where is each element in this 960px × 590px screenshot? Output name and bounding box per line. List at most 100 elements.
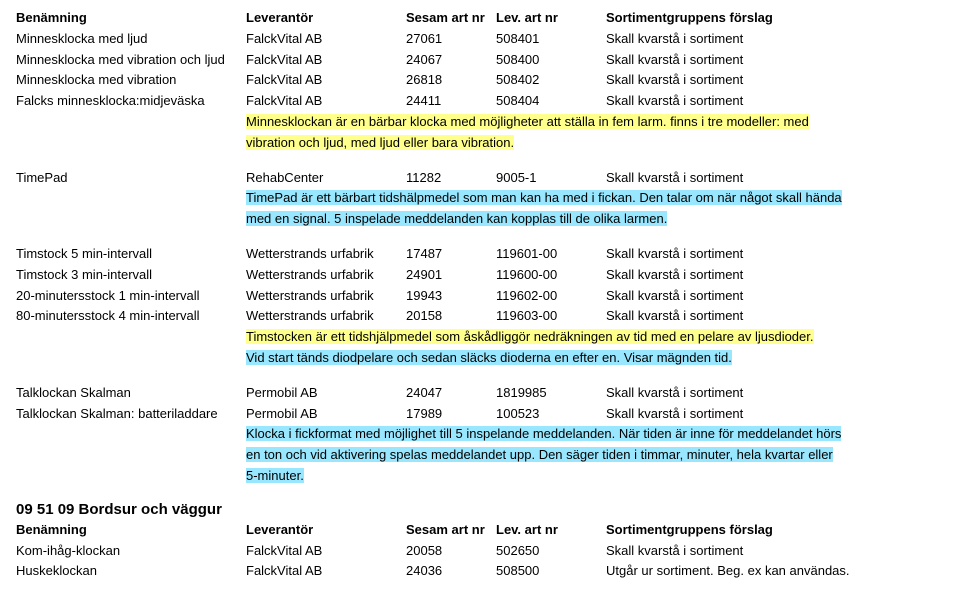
cell-supplier: FalckVital AB	[246, 29, 406, 50]
cell-name: 80-minutersstock 4 min-intervall	[16, 306, 246, 327]
cell-lev: 502650	[496, 541, 606, 562]
cell-lev: 119603-00	[496, 306, 606, 327]
cell-sesam: 24047	[406, 383, 496, 404]
cell-lev: 100523	[496, 404, 606, 425]
desc-line: en ton och vid aktivering spelas meddela…	[246, 447, 833, 462]
header-sesam: Sesam art nr	[406, 520, 496, 541]
cell-suggestion: Utgår ur sortiment. Beg. ex kan användas…	[606, 561, 944, 582]
header-förslag: Sortimentgruppens förslag	[606, 520, 944, 541]
cell-lev: 508404	[496, 91, 606, 112]
cell-sesam: 20158	[406, 306, 496, 327]
cell-suggestion: Skall kvarstå i sortiment	[606, 91, 944, 112]
cell-name: Timstock 3 min-intervall	[16, 265, 246, 286]
cell-lev: 1819985	[496, 383, 606, 404]
cell-suggestion: Skall kvarstå i sortiment	[606, 306, 944, 327]
cell-sesam: 24036	[406, 561, 496, 582]
cell-sesam: 24067	[406, 50, 496, 71]
cell-sesam: 20058	[406, 541, 496, 562]
cell-supplier: FalckVital AB	[246, 50, 406, 71]
cell-suggestion: Skall kvarstå i sortiment	[606, 50, 944, 71]
cell-lev: 119602-00	[496, 286, 606, 307]
cell-suggestion: Skall kvarstå i sortiment	[606, 404, 944, 425]
cell-sesam: 27061	[406, 29, 496, 50]
table-row: Minnesklocka med vibration FalckVital AB…	[16, 70, 944, 91]
table-row: Minnesklocka med vibration och ljud Falc…	[16, 50, 944, 71]
header-lev-art: Lev. art nr	[496, 520, 606, 541]
cell-suggestion: Skall kvarstå i sortiment	[606, 286, 944, 307]
desc-line: vibration och ljud, med ljud eller bara …	[246, 135, 514, 150]
desc-line: Klocka i fickformat med möjlighet till 5…	[246, 426, 841, 441]
desc-line: med en signal. 5 inspelade meddelanden k…	[246, 211, 667, 226]
cell-supplier: FalckVital AB	[246, 541, 406, 562]
cell-supplier: Permobil AB	[246, 383, 406, 404]
desc-line: Timstocken är ett tidshjälpmedel som åsk…	[246, 329, 814, 344]
cell-name: Huskeklockan	[16, 561, 246, 582]
cell-supplier: Wetterstrands urfabrik	[246, 306, 406, 327]
table-row: 20-minutersstock 1 min-intervall Wetters…	[16, 286, 944, 307]
description-block: Timstocken är ett tidshjälpmedel som åsk…	[246, 327, 944, 369]
header-sesam: Sesam art nr	[406, 8, 496, 29]
cell-suggestion: Skall kvarstå i sortiment	[606, 70, 944, 91]
cell-lev: 508401	[496, 29, 606, 50]
header-förslag: Sortimentgruppens förslag	[606, 8, 944, 29]
cell-name: 20-minutersstock 1 min-intervall	[16, 286, 246, 307]
cell-name: Minnesklocka med vibration	[16, 70, 246, 91]
table-row: Timstock 3 min-intervall Wetterstrands u…	[16, 265, 944, 286]
table-row: Timstock 5 min-intervall Wetterstrands u…	[16, 244, 944, 265]
cell-name: Talklockan Skalman: batteriladdare	[16, 404, 246, 425]
cell-lev: 508500	[496, 561, 606, 582]
header-row: Benämning Leverantör Sesam art nr Lev. a…	[16, 520, 944, 541]
table-row: Huskeklockan FalckVital AB 24036 508500 …	[16, 561, 944, 582]
table-row: Talklockan Skalman: batteriladdare Permo…	[16, 404, 944, 425]
cell-name: TimePad	[16, 168, 246, 189]
cell-sesam: 24901	[406, 265, 496, 286]
cell-suggestion: Skall kvarstå i sortiment	[606, 29, 944, 50]
cell-name: Talklockan Skalman	[16, 383, 246, 404]
table-row: Falcks minnesklocka:midjeväska FalckVita…	[16, 91, 944, 112]
header-leverantör: Leverantör	[246, 520, 406, 541]
desc-line: 5-minuter.	[246, 468, 304, 483]
cell-name: Timstock 5 min-intervall	[16, 244, 246, 265]
cell-suggestion: Skall kvarstå i sortiment	[606, 244, 944, 265]
cell-supplier: Wetterstrands urfabrik	[246, 286, 406, 307]
header-leverantör: Leverantör	[246, 8, 406, 29]
cell-sesam: 19943	[406, 286, 496, 307]
table-row: Kom-ihåg-klockan FalckVital AB 20058 502…	[16, 541, 944, 562]
table-row: 80-minutersstock 4 min-intervall Wetters…	[16, 306, 944, 327]
cell-name: Falcks minnesklocka:midjeväska	[16, 91, 246, 112]
cell-name: Kom-ihåg-klockan	[16, 541, 246, 562]
header-lev-art: Lev. art nr	[496, 8, 606, 29]
cell-supplier: Wetterstrands urfabrik	[246, 265, 406, 286]
cell-lev: 9005-1	[496, 168, 606, 189]
description-block: TimePad är ett bärbart tidshälpmedel som…	[246, 188, 944, 230]
cell-name: Minnesklocka med vibration och ljud	[16, 50, 246, 71]
desc-line: Minnesklockan är en bärbar klocka med mö…	[246, 114, 809, 129]
description-block: Klocka i fickformat med möjlighet till 5…	[246, 424, 944, 486]
cell-name: Minnesklocka med ljud	[16, 29, 246, 50]
cell-lev: 508400	[496, 50, 606, 71]
cell-supplier: FalckVital AB	[246, 561, 406, 582]
desc-line: TimePad är ett bärbart tidshälpmedel som…	[246, 190, 842, 205]
cell-supplier: Permobil AB	[246, 404, 406, 425]
cell-supplier: FalckVital AB	[246, 91, 406, 112]
section-title: 09 51 09 Bordsur och väggur	[16, 501, 944, 518]
cell-suggestion: Skall kvarstå i sortiment	[606, 265, 944, 286]
header-benämning: Benämning	[16, 520, 246, 541]
table-row: Minnesklocka med ljud FalckVital AB 2706…	[16, 29, 944, 50]
cell-sesam: 11282	[406, 168, 496, 189]
cell-supplier: RehabCenter	[246, 168, 406, 189]
cell-lev: 119600-00	[496, 265, 606, 286]
header-benämning: Benämning	[16, 8, 246, 29]
cell-suggestion: Skall kvarstå i sortiment	[606, 168, 944, 189]
cell-supplier: Wetterstrands urfabrik	[246, 244, 406, 265]
desc-line: Vid start tänds diodpelare och sedan slä…	[246, 350, 732, 365]
cell-suggestion: Skall kvarstå i sortiment	[606, 383, 944, 404]
cell-supplier: FalckVital AB	[246, 70, 406, 91]
cell-lev: 508402	[496, 70, 606, 91]
header-row: Benämning Leverantör Sesam art nr Lev. a…	[16, 8, 944, 29]
cell-sesam: 17487	[406, 244, 496, 265]
cell-lev: 119601-00	[496, 244, 606, 265]
description-block: Minnesklockan är en bärbar klocka med mö…	[246, 112, 944, 154]
cell-sesam: 26818	[406, 70, 496, 91]
cell-sesam: 17989	[406, 404, 496, 425]
